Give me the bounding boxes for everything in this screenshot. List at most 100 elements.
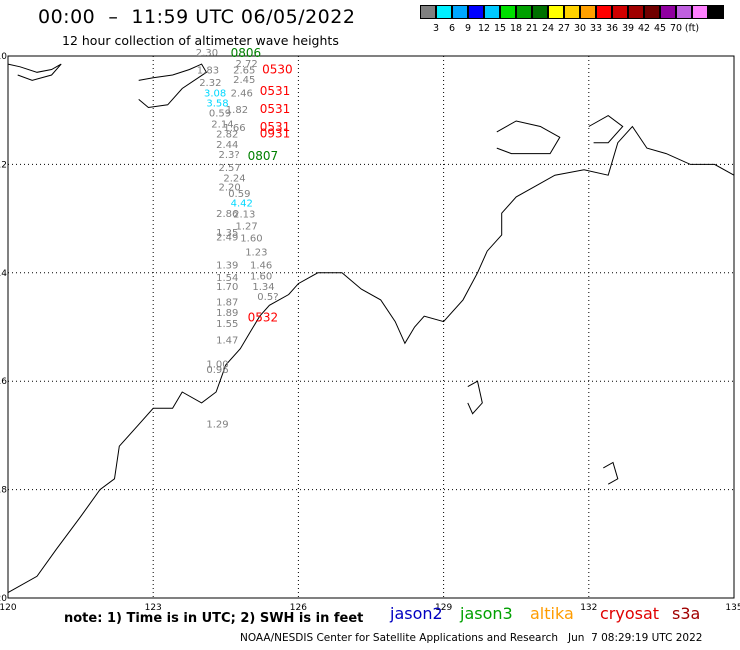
wave-height-label: 1.23 (245, 248, 267, 259)
wave-height-label: 2.86 (216, 209, 238, 220)
scale-swatch (580, 5, 596, 19)
wave-height-label: 2.72 (236, 59, 258, 70)
wave-height-label: 3.08 (204, 89, 226, 100)
lon-tick-label: 120 (0, 603, 17, 613)
coastline (603, 461, 619, 485)
lon-tick-label: 129 (435, 603, 452, 613)
observation-time-label: 0806 (231, 46, 262, 60)
lon-tick-label: 123 (145, 603, 162, 613)
wave-height-label: 1.29 (206, 419, 228, 430)
coastline (7, 63, 62, 81)
wave-height-label: 1.00 (206, 360, 228, 371)
wave-height-label: 1.27 (236, 221, 258, 232)
wave-height-label: 0.96 (206, 365, 228, 376)
wave-height-label: 2.45 (233, 75, 255, 86)
scale-swatch (548, 5, 564, 19)
scale-swatch (436, 5, 452, 19)
observation-time-label: 0531 (260, 120, 291, 134)
scale-label: 45 (653, 23, 667, 34)
wave-height-label: 2.46 (231, 89, 253, 100)
lat-tick-label: -18 (0, 486, 7, 496)
lat-tick-label: -12 (0, 160, 7, 170)
legend-cryosat: cryosat (600, 604, 660, 623)
scale-label: 36 (605, 23, 619, 34)
scale-swatch (532, 5, 548, 19)
observation-time-label: 0931 (260, 126, 291, 140)
lat-tick-label: -16 (0, 377, 7, 387)
observation-time-label: 0807 (248, 149, 279, 163)
color-scale-legend: 3 6 9 12 15 18 21 24 27 30 33 36 39 42 45 70 (ft) (420, 5, 728, 35)
legend-s3a: s3a (672, 604, 701, 623)
lat-tick-label: -14 (0, 269, 7, 279)
lon-tick-label: 132 (580, 603, 597, 613)
coastline (496, 120, 561, 155)
scale-label: 21 (525, 23, 539, 34)
observation-time-label: 0530 (262, 62, 293, 76)
wave-height-label: 2.13 (233, 210, 255, 221)
wave-height-label: 2.32 (199, 78, 221, 89)
scale-label: 12 (477, 23, 491, 34)
scale-swatch (420, 5, 436, 19)
observation-time-label: 0531 (260, 84, 291, 98)
scale-swatch (452, 5, 468, 19)
wave-height-label: 1.46 (250, 261, 272, 272)
scale-label: 3 (432, 23, 440, 34)
scale-label: 33 (589, 23, 603, 34)
scale-swatch (596, 5, 612, 19)
wave-height-label: 1.70 (216, 282, 238, 293)
wave-height-label: 1.66 (223, 123, 245, 134)
scale-swatch (612, 5, 628, 19)
scale-swatch (644, 5, 660, 19)
scale-label: (ft) (684, 23, 700, 34)
wave-height-label: 2.44 (216, 140, 238, 151)
scale-label: 27 (557, 23, 571, 34)
wave-height-label: 1.47 (216, 335, 238, 346)
wave-height-label: 2.20 (219, 182, 241, 193)
scale-label: 42 (637, 23, 651, 34)
wave-height-label: 3.58 (206, 98, 228, 109)
scale-swatch (676, 5, 692, 19)
plot-frame (7, 55, 735, 599)
scale-swatch (628, 5, 644, 19)
wave-height-label: 1.35 (216, 228, 238, 239)
coastline (467, 380, 483, 415)
chart-title: 00:00 – 11:59 UTC 06/05/2022 (38, 6, 356, 28)
wave-height-label: 2.49 (216, 232, 238, 243)
observation-time-label: 0531 (260, 102, 291, 116)
units-note: note: 1) Time is in UTC; 2) SWH is in fe… (64, 611, 364, 626)
wave-height-label: 1.34 (252, 282, 274, 293)
scale-swatch (708, 5, 724, 19)
wave-height-label: 2.82 (216, 129, 238, 140)
legend-jason2: jason2 (390, 604, 443, 623)
scale-swatch (516, 5, 532, 19)
scale-label: 6 (448, 23, 456, 34)
legend-altika: altika (530, 604, 574, 623)
coastline (7, 125, 735, 594)
chart-subtitle: 12 hour collection of altimeter wave hei… (62, 33, 339, 48)
scale-swatch (564, 5, 580, 19)
scale-swatch (660, 5, 676, 19)
scale-swatch (692, 5, 708, 19)
wave-height-label: 1.87 (216, 297, 238, 308)
legend-jason3: jason3 (460, 604, 513, 623)
scale-swatch (468, 5, 484, 19)
scale-label: 70 (669, 23, 683, 34)
lat-tick-label: -20 (0, 594, 7, 604)
wave-height-label: 0.59 (209, 109, 231, 120)
wave-height-label: 4.42 (231, 199, 253, 210)
scale-label: 30 (573, 23, 587, 34)
wave-height-label: 2.30 (196, 48, 218, 59)
wave-height-label: 2.3? (219, 150, 240, 161)
lon-tick-label: 126 (290, 603, 307, 613)
wave-height-label: 2.57 (219, 163, 241, 174)
scale-label: 15 (493, 23, 507, 34)
wave-height-label: 2.65 (233, 65, 255, 76)
coastline (588, 115, 624, 144)
scale-label: 18 (509, 23, 523, 34)
lon-tick-label: 135 (725, 603, 740, 613)
wave-height-label: 1.39 (216, 261, 238, 272)
wave-height-label: 1.89 (216, 308, 238, 319)
wave-height-label: 1.60 (250, 271, 272, 282)
wave-height-label: 0.59 (228, 189, 250, 200)
scale-label: 9 (464, 23, 472, 34)
